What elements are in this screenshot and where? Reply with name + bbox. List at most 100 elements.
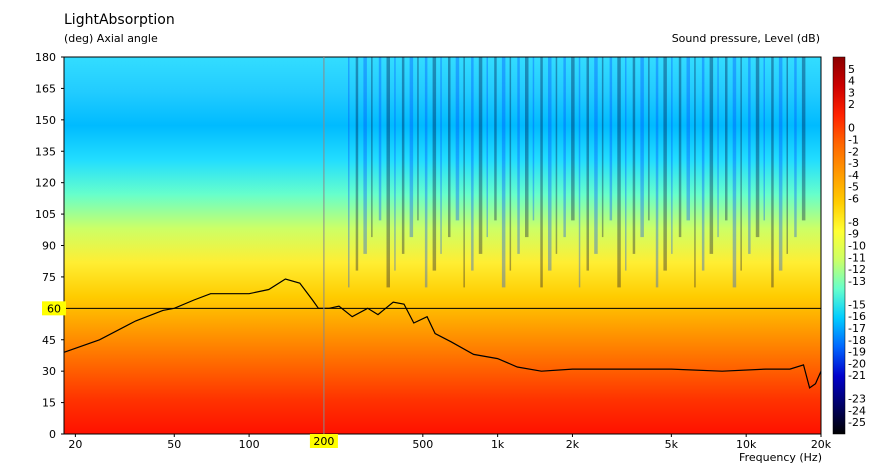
heatmap-streak xyxy=(663,57,667,271)
heatmap-streak xyxy=(371,57,373,238)
y-tick-label: 30 xyxy=(42,365,56,378)
heatmap-streak xyxy=(732,57,737,288)
heatmap-streak xyxy=(617,57,621,288)
heatmap-streak xyxy=(701,57,705,271)
heatmap-streak xyxy=(801,57,806,221)
x-tick-label: 500 xyxy=(412,438,433,451)
y-tick-label: 90 xyxy=(42,240,56,253)
colorbar-tick-label: -20 xyxy=(848,357,866,370)
cursor-x-readout: 200 xyxy=(313,435,334,448)
colorbar-tick-label: -9 xyxy=(848,228,859,241)
heatmap-streak xyxy=(763,57,765,221)
colorbar-tick-label: -8 xyxy=(848,216,859,229)
x-tick-label: 1k xyxy=(491,438,505,451)
heatmap-streak xyxy=(655,57,659,288)
colorbar-tick-label: 3 xyxy=(848,86,855,99)
x-tick-label: 100 xyxy=(239,438,260,451)
y-tick-label: 135 xyxy=(35,145,56,158)
heatmap-streak xyxy=(740,57,742,271)
contour-line xyxy=(63,278,822,389)
colorbar-tick-label: -19 xyxy=(848,346,866,359)
chart-title: LightAbsorption xyxy=(64,12,175,28)
heatmap-streak xyxy=(486,57,488,238)
colorbar-tick-label: -25 xyxy=(848,416,866,429)
heatmap-streak xyxy=(409,57,414,238)
heatmap-streak xyxy=(609,57,613,221)
heatmap-streak xyxy=(694,57,696,288)
y-tick-label: 165 xyxy=(35,82,56,95)
heatmap-streak xyxy=(424,57,428,288)
heatmap-streak xyxy=(648,57,650,221)
x-axis-label: Frequency (Hz) xyxy=(739,451,822,464)
colorbar-tick-label: -2 xyxy=(848,145,859,158)
x-tick-label: 50 xyxy=(167,438,181,451)
x-tick-label: 5k xyxy=(665,438,679,451)
heatmap-streak xyxy=(355,57,359,271)
heatmap-streak xyxy=(725,57,728,221)
heatmap-streak xyxy=(448,57,451,238)
heatmap-streak xyxy=(548,57,552,271)
heatmap-streak xyxy=(517,57,520,254)
colorbar-tick-label: -24 xyxy=(848,404,866,417)
colorbar-tick-label: -16 xyxy=(848,310,866,323)
heatmap-streak xyxy=(494,57,497,221)
colorbar-label: Sound pressure, Level (dB) xyxy=(671,32,820,45)
colorbar-tick-label: -1 xyxy=(848,133,859,146)
heatmap-streak xyxy=(463,57,465,288)
heatmap-streak xyxy=(432,57,437,271)
heatmap-streak xyxy=(786,57,788,254)
colorbar-tick-label: -15 xyxy=(848,298,866,311)
heatmap-streak xyxy=(394,57,396,271)
heatmap-streak xyxy=(717,57,719,238)
x-axis-ticks: 20 50 100 200 500 1k 2k 5k 10k 20k xyxy=(68,434,832,451)
y-tick-label: 120 xyxy=(35,177,56,190)
heatmap-streak xyxy=(755,57,760,238)
y-tick-label: 75 xyxy=(42,271,56,284)
colorbar-tick-label: -6 xyxy=(848,192,859,205)
x-tick-label: 20 xyxy=(68,438,82,451)
heatmap-streak xyxy=(417,57,419,221)
y-tick-label: 105 xyxy=(35,208,56,221)
colorbar-tick-label: -4 xyxy=(848,169,859,182)
heatmap-streak xyxy=(525,57,529,238)
heatmap-streak xyxy=(794,57,797,238)
colorbar-tick-label: -12 xyxy=(848,263,866,276)
heatmap-streak xyxy=(578,57,581,288)
heatmap-streak xyxy=(440,57,442,254)
heatmap-streak xyxy=(532,57,535,221)
colorbar-tick-label: -21 xyxy=(848,369,866,382)
cursor-y-readout: 60 xyxy=(47,302,61,315)
colorbar-tick-label: -3 xyxy=(848,157,859,170)
colorbar-tick-label: -18 xyxy=(848,334,866,347)
heatmap-streak xyxy=(678,57,682,238)
heatmap-streak xyxy=(509,57,512,271)
colorbar-tick-label: -23 xyxy=(848,393,866,406)
y-tick-label: 180 xyxy=(35,51,56,64)
heatmap-streak xyxy=(501,57,506,288)
colorbar-tick-label: -11 xyxy=(848,251,866,264)
y-tick-label: 150 xyxy=(35,114,56,127)
heatmap-streak xyxy=(709,57,714,254)
heatmap-streak xyxy=(478,57,483,254)
y-axis-label: (deg) Axial angle xyxy=(64,32,158,45)
heatmap-streak xyxy=(401,57,405,254)
heatmap-streak xyxy=(640,57,644,238)
heatmap-streak xyxy=(632,57,636,254)
x-tick-label: 20k xyxy=(811,438,832,451)
colorbar-tick-label: 2 xyxy=(848,98,855,111)
colorbar-tick-label: -10 xyxy=(848,240,866,253)
colorbar-tick-label: 4 xyxy=(848,75,855,88)
heatmap-streak xyxy=(686,57,690,221)
heatmap-streak xyxy=(594,57,598,254)
heatmap-streak xyxy=(386,57,390,288)
heatmap-streak xyxy=(563,57,566,238)
y-tick-label: 15 xyxy=(42,397,56,410)
heatmap-streak xyxy=(571,57,575,221)
y-axis-ticks: 0 15 30 45 60 75 90 105 120 135 150 165 180 xyxy=(35,51,64,441)
cursor-x-readout-box xyxy=(309,434,338,448)
y-tick-label: 0 xyxy=(49,428,56,441)
colorbar xyxy=(832,56,846,435)
colorbar-tick-label: -17 xyxy=(848,322,866,335)
heatmap-streak xyxy=(771,57,774,288)
